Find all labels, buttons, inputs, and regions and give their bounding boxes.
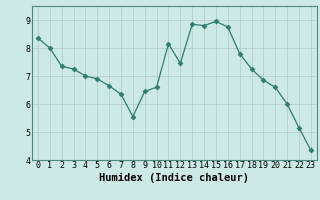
X-axis label: Humidex (Indice chaleur): Humidex (Indice chaleur) <box>100 173 249 183</box>
